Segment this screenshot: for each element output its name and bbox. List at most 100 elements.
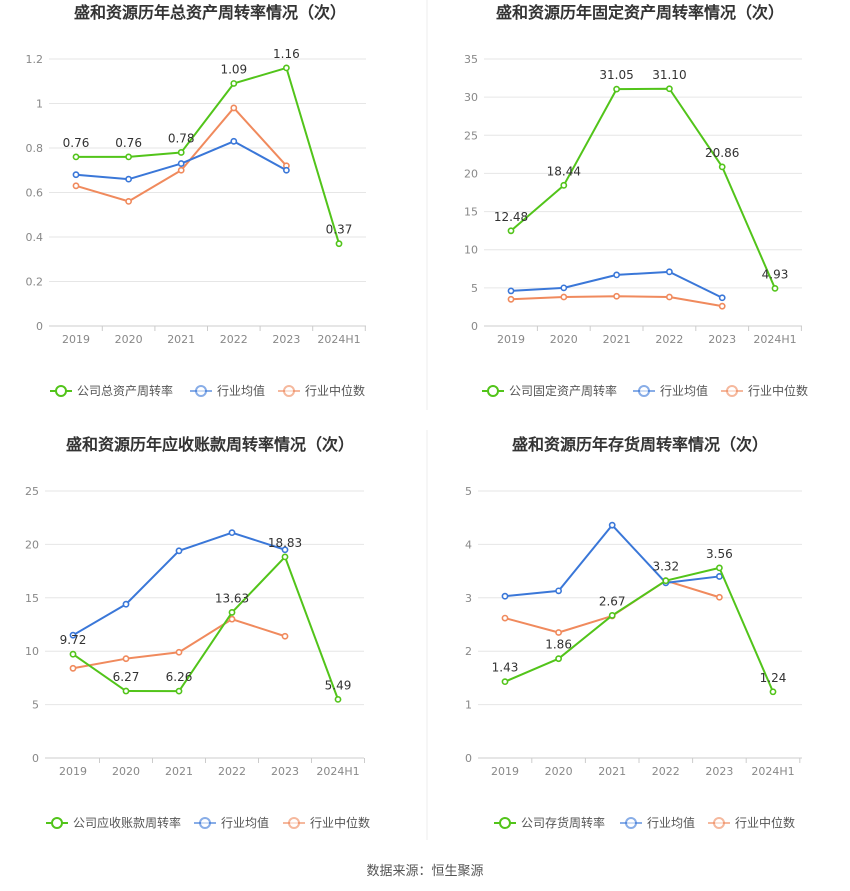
y-tick-label: 20 <box>25 538 39 551</box>
data-point-industry-median <box>72 182 80 190</box>
data-point-company <box>608 612 616 619</box>
data-point-industry-avg <box>282 166 290 174</box>
x-tick-label: 2021 <box>165 765 193 778</box>
data-point-industry-avg <box>555 587 562 595</box>
data-label: 1.16 <box>273 47 300 61</box>
data-label: 3.56 <box>706 547 733 561</box>
legend-item-company: 公司总资产周转率 <box>50 383 173 398</box>
legend-label: 行业均值 <box>647 815 695 830</box>
data-label: 1.43 <box>492 661 519 675</box>
legend-item-industry-avg: 行业均值 <box>633 383 708 398</box>
chart-title: 盛和资源历年固定资产周转率情况（次） <box>496 3 784 22</box>
series-line-company <box>510 87 776 289</box>
data-point-industry-median <box>125 197 133 205</box>
data-point-industry-median <box>560 293 568 301</box>
legend-marker <box>55 385 67 397</box>
y-tick-label: 1 <box>36 98 43 111</box>
y-tick-label: 0.8 <box>26 142 44 155</box>
x-tick-label: 2020 <box>545 765 573 778</box>
data-label: 0.37 <box>326 223 353 237</box>
data-point-company <box>613 85 620 93</box>
data-source-note: 数据来源：恒生聚源 <box>366 864 484 879</box>
y-tick-label: 25 <box>25 485 39 498</box>
data-point-industry-median <box>666 293 673 301</box>
data-point-company <box>281 553 289 561</box>
x-tick-label: 2021 <box>598 765 626 778</box>
data-label: 3.32 <box>652 560 679 574</box>
legend-item-industry-avg: 行业均值 <box>190 383 265 398</box>
data-label: 1.24 <box>760 671 787 685</box>
data-label: 0.78 <box>168 131 195 145</box>
chart-title: 盛和资源历年应收账款周转率情况（次） <box>66 435 354 454</box>
data-point-company <box>125 153 133 161</box>
y-tick-label: 2 <box>465 645 472 658</box>
data-point-industry-median <box>228 615 236 623</box>
chart-panel-3: 盛和资源历年应收账款周转率情况（次） 0 5 10 15 20 25 2019 2020 2021… <box>25 435 370 830</box>
y-tick-label: 3 <box>465 592 472 605</box>
data-label: 18.83 <box>268 536 302 550</box>
series-line-company <box>504 566 774 693</box>
data-point-industry-median <box>230 104 238 112</box>
data-point-company <box>716 564 723 572</box>
legend-label: 行业中位数 <box>305 383 365 398</box>
x-tick-label: 2019 <box>497 333 525 346</box>
chart-panel-2: 盛和资源历年固定资产周转率情况（次） 0 5 10 15 20 25 30 35 2019 2020… <box>464 3 808 398</box>
chart-panel-4: 盛和资源历年存货周转率情况（次） 0 1 2 3 4 5 2019 2020 2021 2022 20… <box>465 435 802 830</box>
y-tick-label: 0.4 <box>26 231 44 244</box>
data-point-industry-avg <box>175 547 183 555</box>
data-label: 4.93 <box>762 267 789 281</box>
legend-label: 公司应收账款周转率 <box>73 815 181 830</box>
data-label: 0.76 <box>115 136 142 150</box>
legend-item-industry-avg: 行业均值 <box>194 815 269 830</box>
data-label: 31.10 <box>652 68 686 82</box>
x-tick-label: 2024H1 <box>317 333 360 346</box>
legend-marker <box>288 817 300 829</box>
legend-item-industry-median: 行业中位数 <box>708 815 795 830</box>
x-tick-label: 2024H1 <box>751 765 794 778</box>
legend-item-industry-median: 行业中位数 <box>721 383 808 398</box>
legend-marker <box>625 817 637 829</box>
legend-marker <box>199 817 211 829</box>
data-point-company <box>501 678 509 686</box>
data-point-industry-avg <box>608 521 616 529</box>
data-point-industry-avg <box>125 175 133 183</box>
legend-label: 行业中位数 <box>310 815 370 830</box>
data-point-company <box>560 181 568 189</box>
data-point-industry-avg <box>507 287 515 295</box>
x-tick-label: 2024H1 <box>753 333 796 346</box>
legend-item-company: 公司应收账款周转率 <box>46 815 181 830</box>
data-point-industry-avg <box>613 271 620 279</box>
y-tick-label: 35 <box>464 53 478 66</box>
y-tick-label: 0 <box>32 752 39 765</box>
legend-item-company: 公司存货周转率 <box>494 815 605 830</box>
legend-label: 行业中位数 <box>735 815 795 830</box>
data-point-company <box>72 153 80 161</box>
legend-marker <box>726 385 738 397</box>
data-point-company <box>334 695 342 703</box>
y-tick-label: 5 <box>32 699 39 712</box>
data-label: 12.48 <box>494 210 528 224</box>
data-point-company <box>177 149 185 156</box>
data-point-industry-median <box>613 292 620 300</box>
x-tick-label: 2019 <box>62 333 90 346</box>
legend-item-industry-avg: 行业均值 <box>620 815 695 830</box>
legend-label: 行业均值 <box>217 383 265 398</box>
x-tick-label: 2024H1 <box>316 765 359 778</box>
data-point-company <box>666 85 673 93</box>
legend-label: 行业均值 <box>221 815 269 830</box>
data-point-company <box>718 163 726 171</box>
x-tick-label: 2020 <box>550 333 578 346</box>
data-point-industry-avg <box>666 268 673 276</box>
data-label: 18.44 <box>547 164 581 178</box>
y-tick-label: 10 <box>464 244 478 257</box>
legend-item-industry-median: 行业中位数 <box>278 383 365 398</box>
data-point-industry-median <box>507 295 515 303</box>
data-point-industry-median <box>122 655 130 663</box>
data-point-industry-median <box>716 593 723 601</box>
y-tick-label: 1.2 <box>26 53 44 66</box>
legend-marker <box>283 385 295 397</box>
x-tick-label: 2022 <box>220 333 248 346</box>
data-point-company <box>335 240 343 248</box>
data-point-company <box>228 609 236 616</box>
